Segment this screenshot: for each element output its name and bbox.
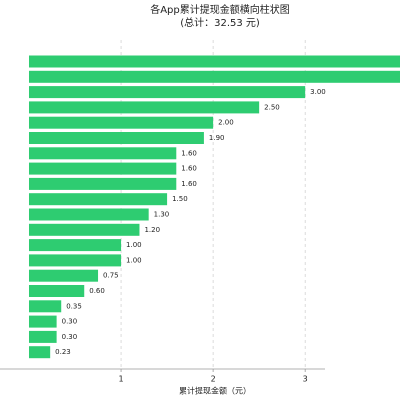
bar xyxy=(28,330,57,343)
bar xyxy=(28,300,62,313)
value-label: 0.23 xyxy=(55,348,71,356)
value-label: 1.90 xyxy=(209,134,225,142)
x-tick-label: 2 xyxy=(211,375,216,384)
value-label: 1.30 xyxy=(154,211,170,219)
bar xyxy=(28,70,400,83)
bars xyxy=(28,55,400,359)
bar xyxy=(28,269,99,282)
bar xyxy=(28,132,204,144)
bar xyxy=(28,223,140,236)
bar xyxy=(28,315,57,328)
value-label: 1.00 xyxy=(126,256,142,264)
bar xyxy=(28,116,214,129)
bar xyxy=(28,86,306,99)
bar xyxy=(28,346,51,359)
bar xyxy=(28,162,177,175)
value-label: 2.50 xyxy=(264,103,280,111)
x-tick-label: 1 xyxy=(119,375,124,384)
value-label: 0.35 xyxy=(66,302,82,310)
value-label: 0.60 xyxy=(89,287,105,295)
value-label: 0.30 xyxy=(62,318,78,326)
bar xyxy=(28,208,149,221)
value-label: 1.60 xyxy=(181,149,197,157)
bar xyxy=(28,193,168,206)
value-label: 0.30 xyxy=(62,333,78,341)
value-label: 1.50 xyxy=(172,195,188,203)
value-label: 3.00 xyxy=(310,88,326,96)
bar xyxy=(28,254,122,267)
bar xyxy=(28,147,177,160)
value-label: 1.20 xyxy=(144,226,160,234)
value-label: 1.60 xyxy=(181,165,197,173)
bar xyxy=(28,285,85,297)
x-tick-label: 3 xyxy=(303,375,308,384)
value-label: 1.60 xyxy=(181,180,197,188)
value-label: 0.75 xyxy=(103,272,119,280)
bar xyxy=(28,55,400,68)
x-axis-label: 累计提现金额（元） xyxy=(179,386,251,396)
bar xyxy=(28,101,260,114)
value-label: 2.00 xyxy=(218,119,234,127)
bar xyxy=(28,177,177,190)
value-label: 1.00 xyxy=(126,241,142,249)
bar xyxy=(28,239,122,252)
chart-subtitle: (总计：32.53 元) xyxy=(180,16,260,29)
chart-title: 各App累计提现金额横向柱状图 xyxy=(150,3,290,16)
